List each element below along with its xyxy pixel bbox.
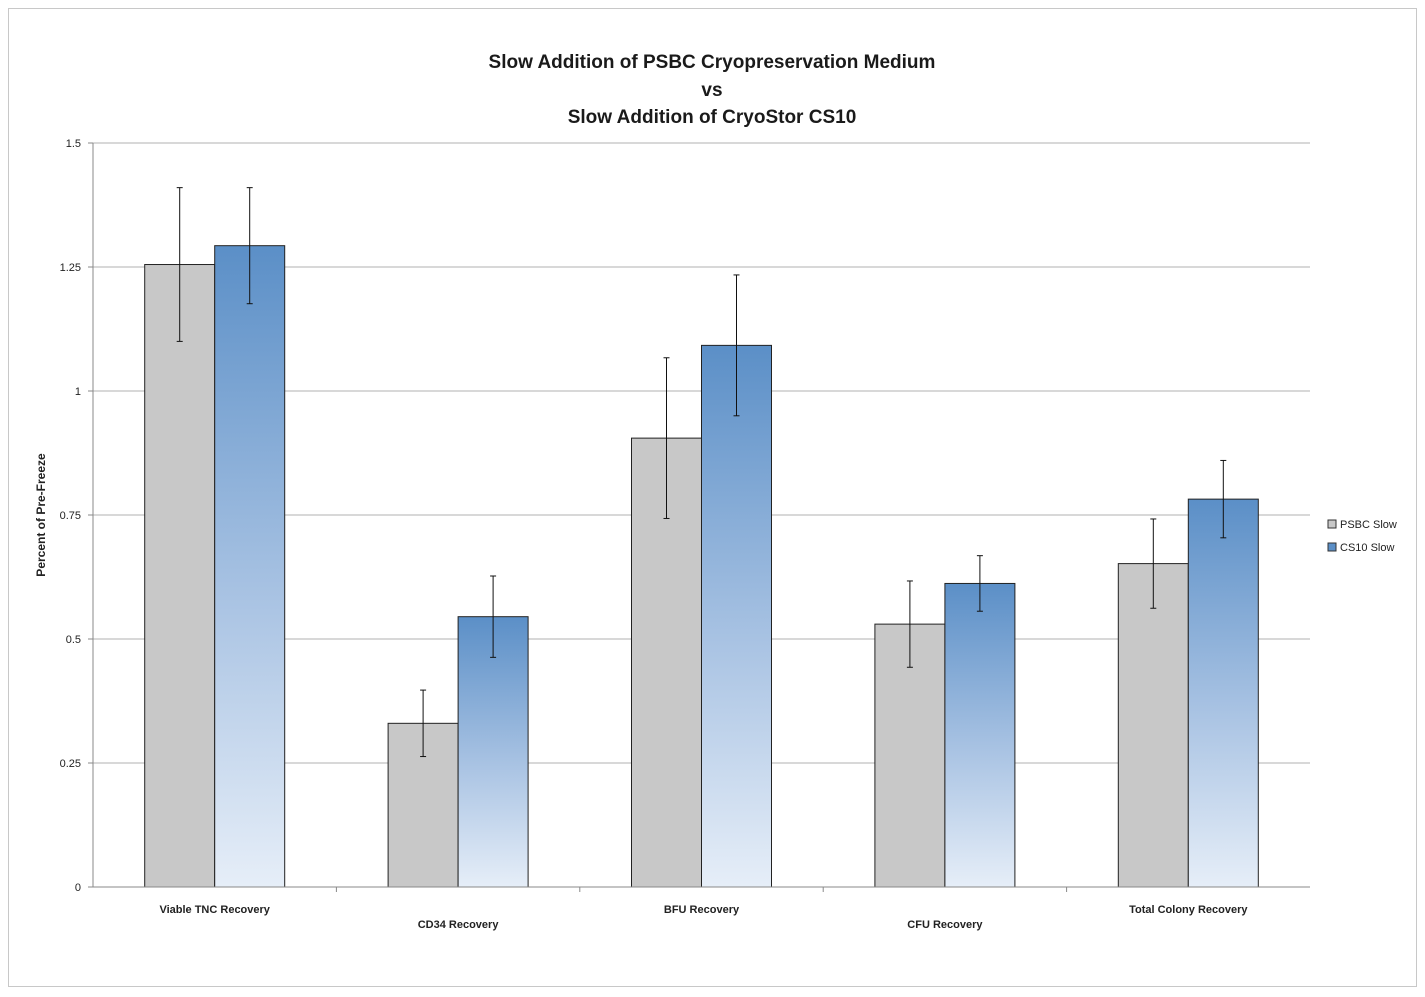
x-category-label: BFU Recovery <box>664 904 740 916</box>
y-tick-label: 0 <box>75 882 81 894</box>
x-category-label: Total Colony Recovery <box>1129 904 1248 916</box>
chart-title-line-2: vs <box>701 80 722 101</box>
y-tick-label: 1 <box>75 386 81 398</box>
error-bars <box>176 187 1227 758</box>
legend-label: CS10 Slow <box>1340 542 1394 554</box>
bar-cs10-slow <box>457 616 529 888</box>
x-category-labels: Viable TNC Recovery CD34 Recovery BFU Reco… <box>159 904 1248 931</box>
y-axis-title: Percent of Pre-Freeze <box>34 453 48 577</box>
legend-label: PSBC Slow <box>1340 519 1397 531</box>
bar-cs10-slow <box>701 344 772 888</box>
y-tick-label: 0.25 <box>60 758 81 770</box>
chart-title: Slow Addition of PSBC Cryopreservation M… <box>489 52 936 128</box>
y-tick-label: 1.5 <box>66 138 81 150</box>
legend-swatch <box>1327 542 1337 552</box>
bars <box>144 245 1259 888</box>
chart-title-line-3: Slow Addition of CryoStor CS10 <box>568 107 857 128</box>
x-category-label: Viable TNC Recovery <box>159 904 270 916</box>
legend-swatch <box>1327 519 1337 529</box>
y-tick-label: 0.75 <box>60 510 81 522</box>
chart-title-line-1: Slow Addition of PSBC Cryopreservation M… <box>489 52 936 73</box>
bar-psbc-slow <box>874 623 946 888</box>
x-category-label: CFU Recovery <box>907 919 983 931</box>
y-tick-label: 0.5 <box>66 634 81 646</box>
legend: PSBC Slow CS10 Slow <box>1327 519 1397 554</box>
y-tick-label: 1.25 <box>60 262 81 274</box>
bar-cs10-slow <box>214 245 286 888</box>
bar-psbc-slow <box>1117 563 1189 888</box>
bar-cs10-slow <box>944 582 1016 888</box>
bar-psbc-slow <box>144 264 216 888</box>
bar-cs10-slow <box>1187 498 1259 888</box>
x-category-label: CD34 Recovery <box>418 919 500 931</box>
axes <box>92 143 1310 892</box>
y-tick-labels: 0 0.25 0.5 0.75 1 1.25 1.5 <box>60 138 81 894</box>
